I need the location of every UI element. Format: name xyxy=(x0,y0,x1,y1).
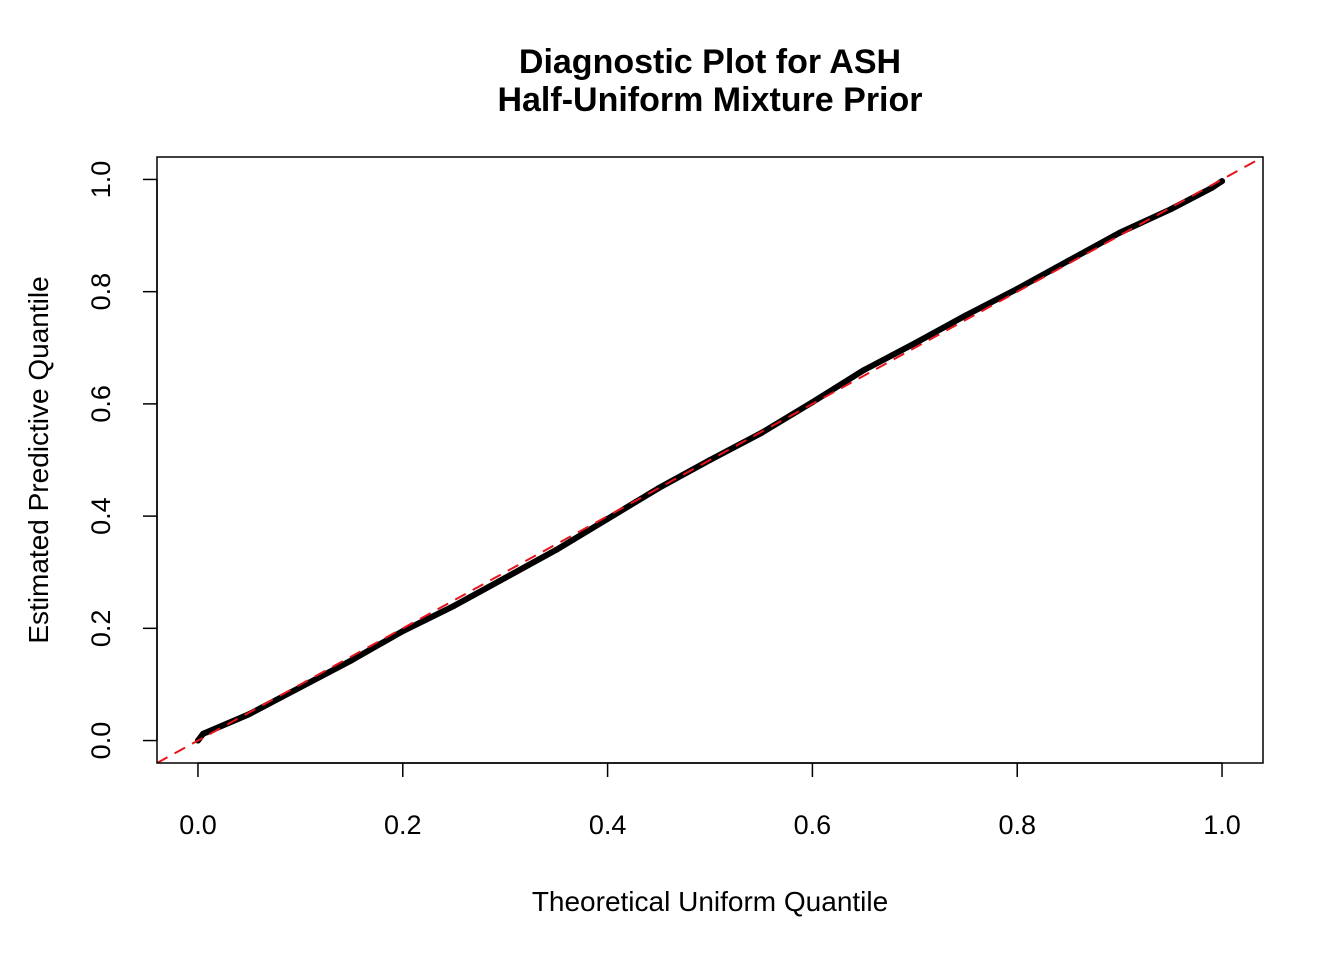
y-tick-label: 0.0 xyxy=(86,722,116,760)
qq-point xyxy=(502,574,509,581)
y-tick-label: 0.2 xyxy=(86,610,116,648)
y-axis-label: Estimated Predictive Quantile xyxy=(23,276,54,643)
x-tick-label: 0.0 xyxy=(179,810,217,840)
qq-point xyxy=(911,340,918,347)
chart-title: Diagnostic Plot for ASH xyxy=(519,43,901,81)
qq-point xyxy=(200,730,207,737)
qq-point xyxy=(860,367,867,374)
reference-line xyxy=(157,157,1263,763)
y-tick-label: 0.6 xyxy=(86,385,116,423)
y-axis: 0.0 0.2 0.4 0.6 0.8 1.0 xyxy=(86,161,158,760)
qq-point xyxy=(1219,178,1226,185)
qq-point xyxy=(553,546,560,553)
x-tick-label: 0.6 xyxy=(794,810,832,840)
y-tick-label: 0.4 xyxy=(86,497,116,535)
x-tick-label: 0.2 xyxy=(384,810,422,840)
x-tick-label: 0.4 xyxy=(589,810,627,840)
y-tick-label: 1.0 xyxy=(86,161,116,199)
chart-subtitle: Half-Uniform Mixture Prior xyxy=(497,81,922,119)
qq-point xyxy=(348,657,355,664)
x-tick-label: 0.8 xyxy=(998,810,1036,840)
qq-point xyxy=(1167,206,1174,213)
qq-point xyxy=(963,312,970,319)
y-tick-label: 0.8 xyxy=(86,273,116,311)
qq-point xyxy=(450,602,457,609)
x-axis-label: Theoretical Uniform Quantile xyxy=(532,886,888,917)
x-axis: 0.0 0.2 0.4 0.6 0.8 1.0 xyxy=(179,762,1241,840)
x-tick-label: 1.0 xyxy=(1203,810,1241,840)
qq-point xyxy=(399,628,406,635)
qq-point xyxy=(1116,229,1123,236)
